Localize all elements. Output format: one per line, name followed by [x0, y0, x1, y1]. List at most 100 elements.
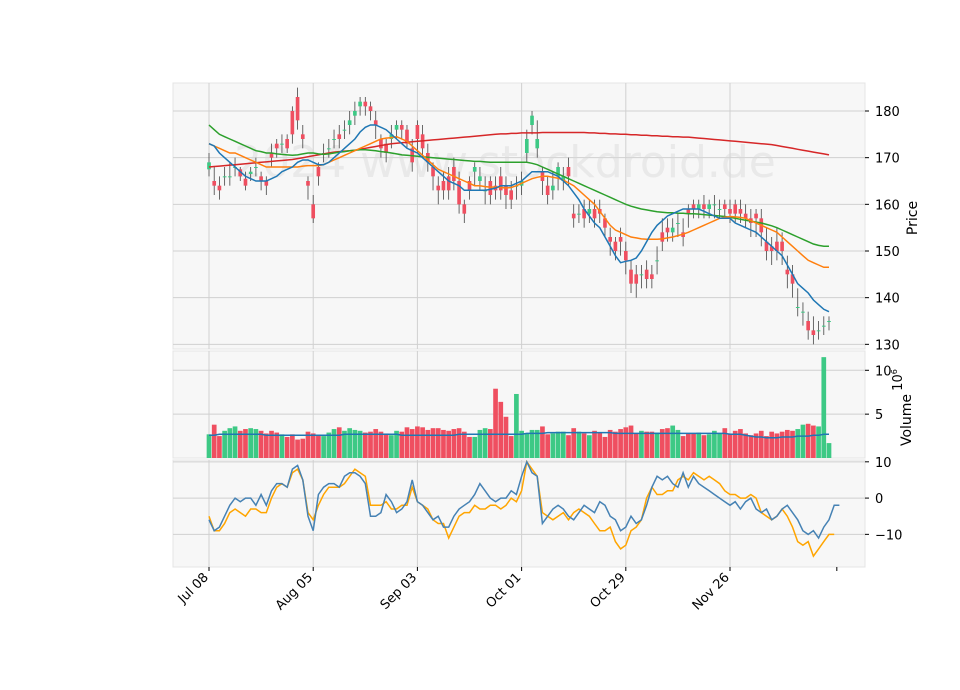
volume-y-tick-label: 10	[875, 364, 892, 379]
candle-body	[212, 181, 217, 186]
volume-bar	[566, 435, 571, 458]
candle-body	[327, 148, 331, 150]
candle-body	[608, 237, 612, 242]
volume-bar	[331, 429, 337, 458]
candle-body	[790, 274, 795, 284]
volume-ma-line	[209, 431, 829, 439]
volume-bar	[769, 431, 775, 458]
volume-bar	[670, 425, 676, 458]
candle-body	[431, 167, 435, 177]
price-axis-title: Price	[905, 201, 921, 235]
candle-body	[316, 167, 321, 177]
volume-bar	[321, 436, 326, 458]
volume-bar	[586, 435, 592, 458]
candle-body	[290, 111, 295, 135]
volume-bar	[347, 428, 353, 458]
candle-body	[394, 125, 399, 130]
candle-body	[509, 190, 514, 200]
volume-bar	[821, 357, 827, 458]
candle-body	[504, 185, 508, 195]
candle-body	[347, 120, 352, 125]
volume-bar	[555, 431, 561, 458]
candle-body	[644, 269, 649, 279]
candle-body	[571, 213, 576, 219]
volume-bar	[269, 430, 274, 458]
volume-bar	[227, 428, 233, 458]
volume-bar	[800, 424, 806, 458]
volume-bar	[472, 436, 478, 458]
volume-bar	[258, 430, 264, 458]
candle-body	[728, 209, 732, 214]
volume-bar	[425, 429, 431, 458]
volume-bar	[415, 426, 420, 458]
candle-body	[722, 204, 727, 209]
candle-body	[368, 106, 373, 111]
candle-body	[811, 330, 816, 335]
candle-body	[405, 129, 409, 144]
volume-bar	[357, 430, 363, 458]
volume-bar	[290, 434, 295, 458]
volume-bar	[498, 401, 504, 458]
volume-bar	[274, 432, 280, 458]
ma-10-line	[208, 124, 830, 313]
ma-20-line	[208, 135, 829, 269]
volume-bar	[482, 428, 488, 458]
price-y-tick-label: 160	[875, 198, 900, 213]
volume-bar	[743, 433, 748, 458]
candle-body	[384, 143, 388, 153]
volume-bar	[784, 429, 790, 458]
volume-bar	[451, 429, 457, 458]
volume-bar	[576, 431, 582, 458]
candle-body	[556, 167, 560, 177]
volume-y-tick-label: 5	[875, 408, 883, 423]
volume-bar	[654, 432, 660, 458]
candle-body	[801, 311, 805, 313]
candle-body	[488, 181, 493, 195]
price-y-tick-label: 130	[875, 338, 900, 353]
candle-body	[498, 176, 503, 191]
oscillator-signal-line	[208, 459, 835, 558]
volume-bar	[540, 426, 545, 458]
volume-bar	[706, 434, 712, 458]
volume-bar	[446, 430, 452, 458]
volume-bar	[795, 429, 801, 458]
candle-body	[280, 143, 284, 145]
candle-body	[738, 209, 743, 214]
volume-bar	[404, 427, 410, 458]
volume-bar	[441, 429, 446, 458]
volume-exponent-base: 10	[891, 374, 906, 391]
candle-body	[785, 269, 790, 275]
x-tick-label: Nov 26	[690, 570, 733, 613]
candle-body	[467, 181, 472, 191]
candle-body	[618, 237, 623, 242]
candle-body	[243, 178, 248, 186]
candle-body	[462, 204, 467, 214]
ma-200-line	[208, 131, 830, 168]
volume-bar	[597, 432, 603, 458]
candle-body	[363, 101, 368, 107]
volume-bar	[592, 430, 597, 458]
volume-bar	[326, 432, 332, 458]
volume-bar	[764, 436, 769, 458]
candle-body	[712, 204, 717, 206]
volume-bar	[300, 438, 306, 458]
volume-bar	[644, 431, 649, 458]
volume-bar	[211, 424, 217, 458]
oscillator-panel-background	[172, 459, 866, 568]
candle-body	[780, 241, 784, 251]
candle-body	[769, 246, 774, 251]
volume-bar	[727, 433, 733, 458]
volume-bar	[409, 429, 415, 458]
price-panel-background	[172, 82, 866, 350]
volume-bar	[243, 429, 248, 458]
candle-body	[629, 269, 633, 284]
oscillator-y-tick-label: −10	[875, 528, 902, 543]
candle-body	[650, 274, 654, 279]
candle-body	[399, 125, 404, 130]
candle-body	[228, 176, 232, 178]
volume-bar	[691, 433, 696, 458]
candle-body	[337, 134, 342, 139]
candle-body	[827, 321, 831, 322]
candle-body	[639, 274, 644, 276]
candle-body	[702, 204, 706, 209]
